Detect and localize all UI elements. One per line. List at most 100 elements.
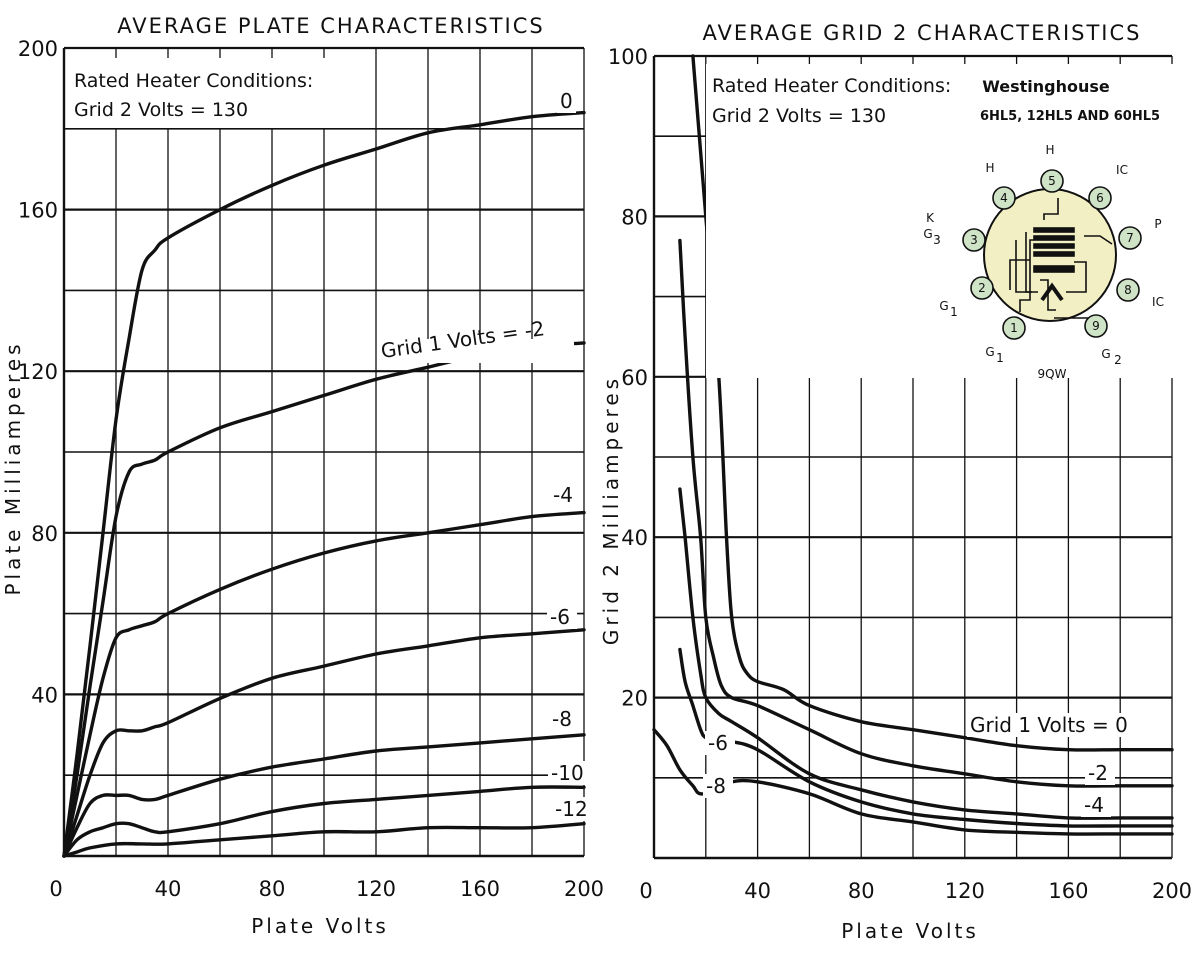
tube-internal-structure-icon bbox=[1009, 198, 1113, 319]
series-label-bg bbox=[705, 731, 735, 755]
pin-label-h-top: H bbox=[1045, 143, 1054, 157]
x-tick-label: 200 bbox=[564, 877, 604, 901]
y-tick-label: 20 bbox=[621, 687, 648, 711]
x-tick-label: 40 bbox=[744, 879, 771, 903]
basing-code-label: 9QW bbox=[1038, 367, 1067, 381]
series-line bbox=[678, 238, 1174, 788]
left-note-box bbox=[66, 58, 330, 128]
series-line bbox=[678, 647, 1174, 828]
models-label: 6HL5, 12HL5 AND 60HL5 bbox=[980, 109, 1160, 124]
y-tick-label: 200 bbox=[18, 37, 58, 61]
x-tick-label: 80 bbox=[848, 879, 875, 903]
y-tick-label: 80 bbox=[31, 522, 58, 546]
pin-circle bbox=[962, 228, 986, 252]
pin-label-g1-bottom: G bbox=[985, 345, 994, 359]
pin-number: 6 bbox=[1096, 191, 1104, 205]
pin-circle bbox=[1040, 169, 1064, 193]
series-line bbox=[62, 628, 586, 858]
x-tick-label: 0 bbox=[639, 879, 652, 903]
y-tick-label: 80 bbox=[621, 205, 648, 229]
series-label: -6 bbox=[708, 731, 728, 755]
x-tick-label: 0 bbox=[49, 877, 62, 901]
tube-pins: 1 2 3 4 5 6 7 8 9 bbox=[962, 169, 1142, 340]
x-tick-label: 40 bbox=[155, 877, 182, 901]
pin-label-ic-right: IC bbox=[1152, 295, 1164, 309]
series-label-bg bbox=[703, 774, 733, 798]
left-chart-title: AVERAGE PLATE CHARACTERISTICS bbox=[117, 14, 544, 38]
right-chart-title: AVERAGE GRID 2 CHARACTERISTICS bbox=[703, 21, 1142, 45]
series-label: -4 bbox=[553, 483, 573, 507]
series-label-bg bbox=[557, 89, 576, 113]
series-label-bg bbox=[548, 761, 589, 785]
brand-label: Westinghouse bbox=[982, 77, 1110, 96]
pin-number: 3 bbox=[970, 233, 978, 247]
right-chart-curves: Grid 1 Volts = 0 -2 -4 -6 -8 bbox=[652, 54, 1174, 836]
series-line bbox=[62, 785, 586, 858]
pin-number: 8 bbox=[1124, 283, 1132, 297]
x-tick-label: 120 bbox=[945, 879, 985, 903]
pin-label-g3-sub: 3 bbox=[933, 233, 941, 247]
series-label: -10 bbox=[551, 761, 584, 785]
pin-number: 9 bbox=[1092, 319, 1100, 333]
pin-circle bbox=[970, 276, 994, 300]
pin-number: 2 bbox=[978, 281, 986, 295]
series-label-bg bbox=[967, 713, 1151, 737]
series-label-bg bbox=[549, 707, 579, 731]
series-line bbox=[62, 822, 586, 858]
pin-circle bbox=[1002, 316, 1026, 340]
series-label: -4 bbox=[1084, 793, 1104, 817]
right-note-grid2: Grid 2 Volts = 130 bbox=[712, 105, 886, 127]
left-chart-ticks: 0 40 80 120 160 200 40 80 120 160 200 bbox=[18, 37, 604, 901]
x-tick-label: 120 bbox=[356, 877, 396, 901]
series-line bbox=[678, 487, 1174, 820]
series-label: -12 bbox=[555, 797, 588, 821]
pin-label-g2-sub: 2 bbox=[1114, 353, 1122, 367]
series-label-bg bbox=[1085, 761, 1115, 785]
pin-label-g3: G bbox=[923, 227, 932, 241]
series-label: -8 bbox=[552, 707, 572, 731]
pin-labels: H H IC K G 3 P G 1 IC G 1 G 2 9QW bbox=[923, 143, 1164, 381]
left-x-axis-label: Plate Volts bbox=[251, 914, 389, 938]
pin-label-h-left: H bbox=[985, 161, 994, 175]
pin-number: 5 bbox=[1048, 174, 1056, 188]
x-tick-label: 160 bbox=[1048, 879, 1088, 903]
series-label: Grid 1 Volts = 0 bbox=[970, 713, 1128, 737]
series-label: -8 bbox=[706, 774, 726, 798]
right-x-axis-label: Plate Volts bbox=[841, 919, 979, 943]
pin-label-g1-bottom-sub: 1 bbox=[996, 351, 1004, 365]
series-label-bg bbox=[550, 483, 580, 507]
tube-basing-diagram: 1 2 3 4 5 6 7 8 9 H H IC K G 3 P G 1 IC G 1 G 2 … bbox=[923, 143, 1164, 381]
right-note-heater: Rated Heater Conditions: bbox=[712, 75, 951, 97]
left-chart-grid bbox=[62, 46, 585, 858]
pin-label-ic-top: IC bbox=[1116, 163, 1128, 177]
right-chart-ticks: 0 40 80 120 160 200 20 40 60 80 100 bbox=[608, 45, 1192, 903]
y-tick-label: 40 bbox=[31, 683, 58, 707]
pin-label-g1-left: G bbox=[939, 299, 948, 313]
series-line bbox=[62, 733, 586, 858]
x-tick-label: 160 bbox=[460, 877, 500, 901]
left-y-axis-label: Plate Milliamperes bbox=[1, 340, 25, 595]
pin-label-p: P bbox=[1154, 217, 1161, 231]
series-line bbox=[62, 110, 586, 858]
pin-circle bbox=[1084, 314, 1108, 338]
right-y-axis-label: Grid 2 Milliamperes bbox=[599, 375, 623, 645]
pin-number: 7 bbox=[1126, 231, 1134, 245]
series-line bbox=[652, 728, 1174, 836]
x-tick-label: 200 bbox=[1152, 879, 1192, 903]
series-label: -2 bbox=[1088, 761, 1108, 785]
series-label-bg bbox=[547, 605, 577, 629]
series-label-bg bbox=[1081, 793, 1111, 817]
pin-circle bbox=[1116, 278, 1140, 302]
x-tick-label: 80 bbox=[259, 877, 286, 901]
pin-number: 1 bbox=[1010, 321, 1018, 335]
y-tick-label: 100 bbox=[608, 45, 648, 69]
y-tick-label: 160 bbox=[18, 199, 58, 223]
left-note-grid2: Grid 2 Volts = 130 bbox=[74, 99, 248, 121]
series-label-bg bbox=[552, 797, 593, 821]
pin-circle bbox=[992, 186, 1016, 210]
series-line bbox=[62, 510, 586, 858]
pin-number: 4 bbox=[1000, 191, 1008, 205]
pin-circle bbox=[1088, 186, 1112, 210]
pin-label-g2: G bbox=[1101, 347, 1110, 361]
